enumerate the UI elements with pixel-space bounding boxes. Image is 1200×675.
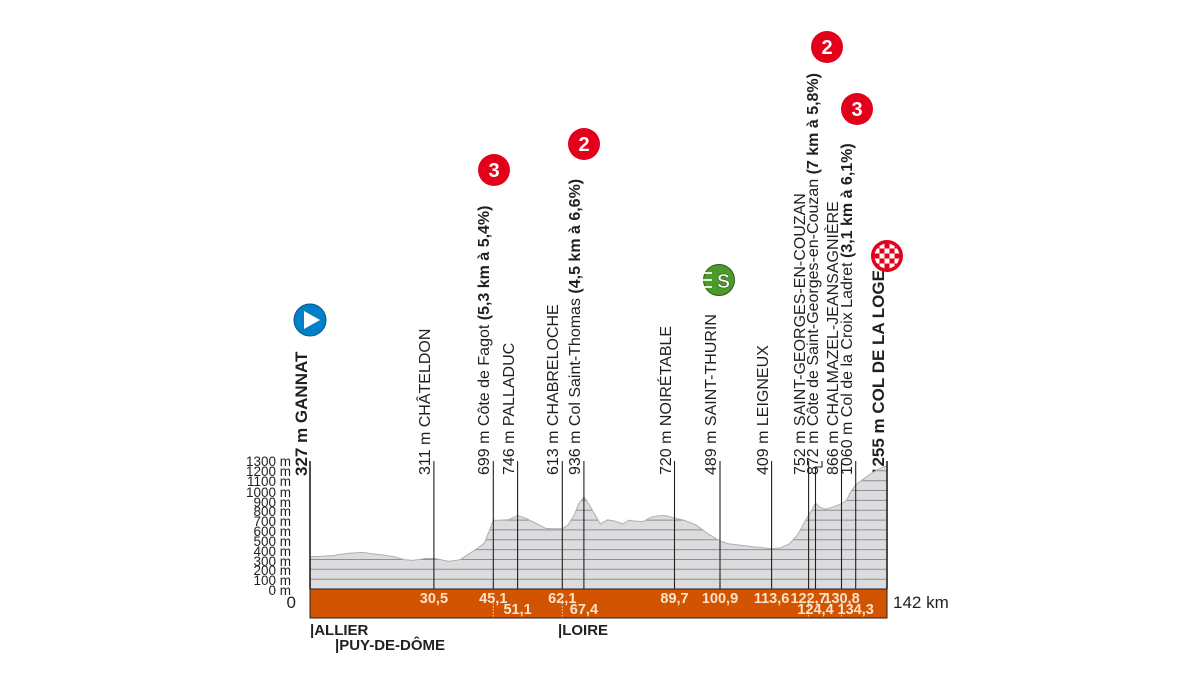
svg-text:142 km: 142 km — [893, 593, 949, 612]
svg-text:100,9: 100,9 — [702, 591, 738, 607]
svg-text:30,5: 30,5 — [420, 591, 448, 607]
svg-text:3: 3 — [488, 160, 499, 182]
svg-text:S: S — [717, 271, 730, 293]
svg-text:113,6: 113,6 — [754, 591, 790, 607]
svg-text:89,7: 89,7 — [660, 591, 688, 607]
svg-text:134,3: 134,3 — [838, 602, 874, 618]
svg-text:51,1: 51,1 — [503, 602, 531, 618]
svg-text:0: 0 — [287, 593, 296, 612]
svg-text:3: 3 — [851, 99, 862, 121]
svg-text:2: 2 — [578, 134, 589, 156]
svg-text:67,4: 67,4 — [570, 602, 598, 618]
svg-text:2: 2 — [821, 37, 832, 59]
